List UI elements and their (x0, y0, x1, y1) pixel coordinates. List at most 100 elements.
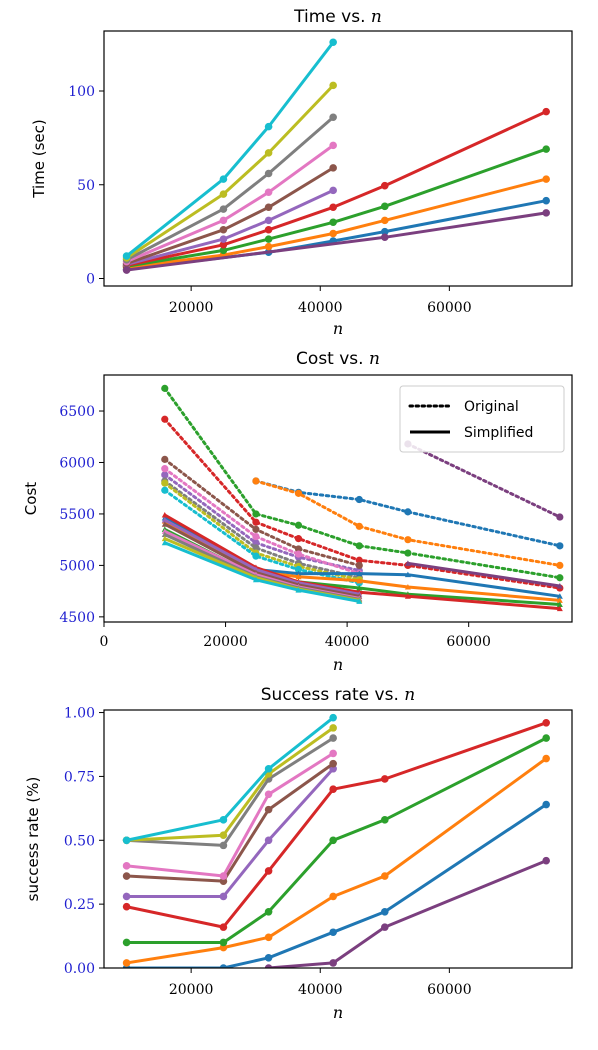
original-point (252, 552, 260, 560)
simplified-line-11 (407, 561, 561, 588)
original-point (161, 486, 169, 494)
simplified-point (161, 511, 168, 518)
series-point (219, 216, 228, 225)
original-line-3 (163, 386, 562, 580)
y-tick-label: 6000 (59, 455, 95, 471)
series-point (381, 908, 389, 916)
original-point (556, 561, 564, 569)
series-point (329, 749, 337, 758)
y-tick-label: 0.00 (64, 961, 95, 977)
simplified-point (161, 539, 168, 546)
series-point (122, 862, 131, 870)
x-tick-label: 20000 (203, 634, 248, 650)
series-point (219, 190, 228, 198)
series-point (542, 196, 550, 205)
original-point (355, 561, 363, 569)
series-point (329, 928, 337, 937)
series-point (264, 953, 273, 962)
x-axis-label: n (333, 319, 343, 338)
original-line-10 (163, 488, 361, 585)
series-point (542, 734, 550, 742)
chart-title-variable: n (404, 685, 415, 705)
series-point (264, 122, 273, 131)
series-point (264, 933, 273, 942)
original-line-7 (163, 467, 361, 576)
series-point (264, 235, 273, 243)
plot-area (122, 713, 550, 968)
series-line-8 (125, 116, 335, 262)
x-tick-label: 60000 (427, 982, 472, 998)
series-line-6 (126, 166, 334, 265)
series-line-2 (126, 757, 548, 965)
original-point (556, 574, 564, 582)
simplified-point (556, 605, 563, 612)
original-point (294, 565, 303, 574)
series-line-2 (126, 177, 547, 269)
y-tick-label: 4500 (59, 610, 95, 626)
original-line-8 (163, 479, 361, 580)
simplified-point (556, 593, 563, 599)
original-point (556, 513, 564, 521)
series-line-9 (126, 726, 335, 842)
axes-frame (103, 374, 573, 623)
original-point (161, 455, 169, 463)
series-point (542, 856, 550, 865)
series-point (542, 718, 550, 727)
series-point (381, 216, 389, 225)
simplified-point (356, 598, 363, 604)
simplified-point (295, 587, 302, 593)
series-point (329, 141, 337, 150)
chart-title-text: Cost vs. (296, 349, 369, 369)
simplified-line-6 (164, 522, 360, 598)
simplified-point (161, 531, 168, 538)
series-point (381, 923, 389, 931)
series-point (329, 734, 337, 742)
series-point (329, 81, 337, 90)
chart-title-variable: n (371, 7, 382, 27)
series-point (264, 225, 273, 234)
x-tick-label: 60000 (427, 300, 472, 316)
y-axis-label: Time (sec) (30, 119, 48, 198)
series-point (542, 175, 550, 183)
original-line-6 (163, 457, 361, 567)
original-point (294, 521, 303, 529)
original-point (355, 522, 363, 530)
y-axis-label: success rate (%) (24, 777, 42, 902)
original-point (294, 489, 303, 497)
y-tick-label: 1.00 (64, 706, 95, 722)
original-point (294, 535, 303, 543)
series-point (264, 242, 273, 251)
axes-frame (103, 709, 573, 969)
series-line-3 (126, 736, 547, 944)
original-point (161, 479, 169, 487)
chart-title-text: Time vs. (293, 7, 371, 27)
series-point (381, 227, 389, 236)
x-axis-label: n (333, 1003, 343, 1022)
y-tick-label: 5000 (59, 558, 95, 574)
x-tick-label: 40000 (298, 982, 343, 998)
simplified-line-5 (164, 518, 360, 596)
series-point (122, 836, 131, 845)
series-line-3 (126, 147, 547, 268)
original-point (404, 536, 412, 544)
simplified-point (356, 585, 363, 591)
series-point (219, 235, 228, 243)
series-point (219, 240, 228, 249)
series-point (542, 209, 550, 217)
original-point (252, 544, 260, 552)
original-point (404, 549, 412, 557)
series-line-7 (126, 752, 335, 878)
y-tick-label: 100 (68, 84, 95, 100)
series-point (219, 816, 228, 824)
simplified-point (356, 570, 363, 577)
original-point (161, 415, 169, 423)
series-point (219, 872, 228, 880)
series-point (329, 113, 337, 122)
original-point (252, 518, 260, 526)
series-point (122, 872, 131, 880)
series-point (219, 964, 228, 968)
simplified-point (295, 573, 302, 580)
simplified-point (161, 521, 168, 527)
original-point (161, 471, 169, 479)
